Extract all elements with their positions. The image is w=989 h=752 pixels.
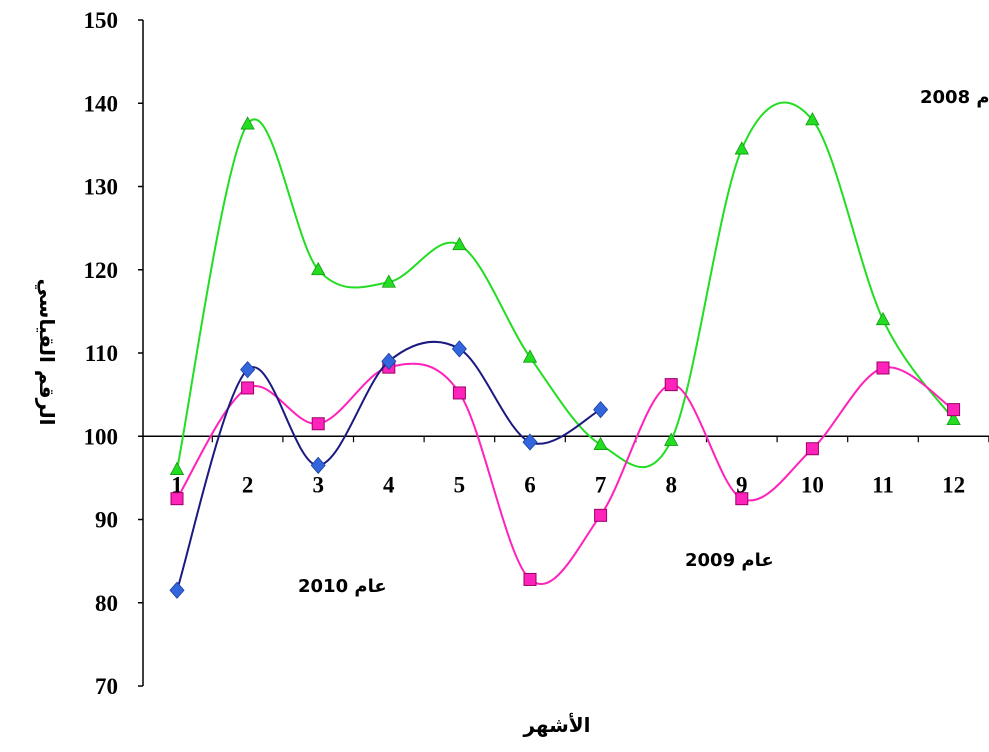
y-tick-label: 90 (95, 508, 118, 533)
data-point (664, 378, 678, 392)
data-point (240, 116, 255, 130)
data-point (522, 433, 538, 451)
data-point (664, 432, 679, 446)
data-point (452, 236, 467, 251)
series-line (176, 362, 955, 586)
data-point (452, 386, 466, 400)
y-tick-labels: 70 80 90 100 110 120 130 140 150 (84, 8, 143, 699)
data-point (734, 141, 749, 155)
x-tick-label: 5 (454, 472, 466, 497)
series-label-2008: عام 2008 (920, 87, 989, 108)
data-point (170, 492, 184, 506)
x-tick-label: 6 (524, 472, 536, 497)
data-point (594, 508, 608, 522)
data-point (381, 274, 396, 288)
data-point (593, 436, 608, 450)
x-tick-label: 12 (942, 472, 965, 497)
data-point (381, 352, 397, 370)
data-point (522, 349, 538, 363)
data-point (169, 581, 185, 599)
data-point (310, 456, 326, 474)
series-0 (169, 101, 961, 475)
series-2 (169, 340, 609, 599)
y-tick-label: 80 (95, 591, 118, 616)
y-tick-label: 100 (84, 424, 119, 449)
x-tick-label: 3 (312, 472, 324, 497)
data-point (523, 572, 537, 586)
data-point (241, 381, 255, 395)
x-tick-label: 11 (872, 472, 894, 497)
x-tick-label: 1 (171, 472, 183, 497)
series-line (176, 101, 955, 470)
series-line (176, 340, 602, 591)
y-axis-label: الرقم القياسي (34, 279, 59, 426)
data-point (311, 261, 326, 276)
x-tick-label: 4 (383, 472, 395, 497)
series-1 (170, 360, 961, 586)
x-tick-label: 8 (665, 472, 677, 497)
series-layer (169, 101, 961, 599)
series-label-2009: عام 2009 (685, 550, 774, 571)
data-point (805, 112, 820, 126)
data-point (875, 311, 891, 326)
data-point (451, 340, 467, 358)
x-axis-label: الأشهر (522, 712, 590, 737)
data-point (169, 461, 185, 475)
data-point (311, 417, 325, 431)
data-point (946, 411, 961, 426)
x-tick-label: 10 (801, 472, 824, 497)
data-point (876, 361, 890, 375)
data-point (735, 492, 749, 506)
data-point (947, 403, 961, 417)
y-tick-label: 110 (85, 341, 118, 366)
y-tick-label: 120 (84, 258, 119, 283)
data-point (240, 361, 256, 379)
y-tick-label: 70 (95, 674, 118, 699)
x-tick-label: 2 (242, 472, 254, 497)
y-tick-label: 140 (84, 91, 119, 116)
series-label-2010: عام 2010 (298, 576, 387, 597)
y-tick-label: 150 (84, 8, 119, 33)
x-tick-label: 9 (736, 472, 748, 497)
data-point (805, 442, 819, 456)
y-tick-label: 130 (84, 175, 119, 200)
x-tick-label: 7 (595, 472, 607, 497)
data-point (593, 401, 609, 419)
x-tick-labels: 1 2 3 4 5 6 7 8 9 10 11 12 (171, 436, 989, 497)
